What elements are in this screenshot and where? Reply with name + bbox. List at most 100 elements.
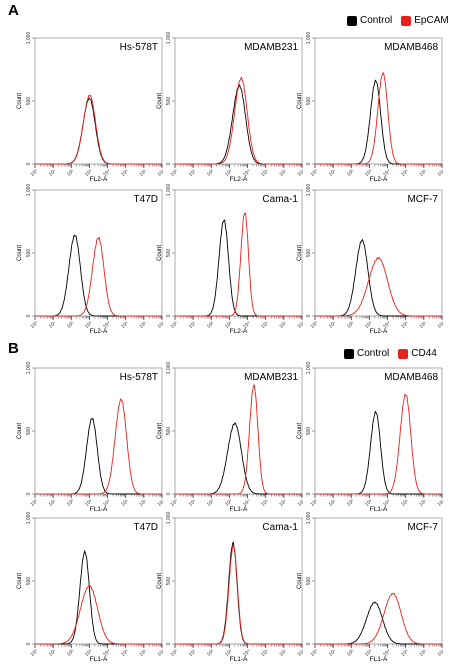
y-axis-label: Count [297,93,303,109]
y-axis-label: Count [17,93,23,109]
x-tick-label: 10² [346,168,356,177]
y-tick-label: 0 [26,642,32,645]
histogram-chart: 0 500 1,000 Count 10⁰ 10¹ 10² 10³ 10⁴ 10⁵ 10⁶ 10⁷ FL… [17,32,166,183]
x-tick-label: 10¹ [48,498,58,507]
chart-title: MDAMB231 [244,42,298,53]
y-axis-label: Count [17,245,23,261]
series-line-cd44 [315,592,442,645]
histogram-chart: 0 500 1,000 Count 10⁰ 10¹ 10² 10³ 10⁴ 10⁵ 10⁶ 10⁷ FL… [17,184,166,335]
x-tick-label: 10² [206,498,216,507]
chart-title: MDAMB468 [384,372,438,383]
x-tick-label: 10⁰ [170,321,180,330]
x-tick-label: 10¹ [328,498,338,507]
x-tick-label: 10⁰ [310,499,320,508]
x-tick-label: 10⁰ [310,649,320,658]
x-tick-label: 10⁴ [242,498,252,508]
histogram-chart: 0 500 1,000 Count 10⁰ 10¹ 10² 10³ 10⁴ 10⁵ 10⁶ 10⁷ FL… [157,512,306,663]
series-line-epcam [35,94,162,165]
y-tick-label: 0 [166,162,172,165]
legend-label-cd44: CD44 [411,348,437,359]
y-tick-label: 500 [306,577,312,586]
x-tick-label: 10⁴ [242,648,252,658]
y-tick-label: 1,000 [166,362,172,375]
x-tick-label: 10⁴ [102,498,112,508]
x-tick-label: 10⁵ [260,648,270,658]
series-line-control [315,79,442,165]
legend-label-control: Control [357,348,390,359]
series-line-control [35,234,162,317]
y-tick-label: 0 [306,492,312,495]
series-line-epcam [315,256,442,317]
x-tick-label: 10⁰ [170,649,180,658]
legend-label-control: Control [360,15,393,26]
y-axis-label: Count [17,573,23,589]
y-tick-label: 0 [166,492,172,495]
x-tick-label: 10⁷ [297,648,307,657]
x-tick-label: 10⁵ [260,498,270,508]
x-tick-label: 10⁰ [170,499,180,508]
series-line-control [175,541,302,645]
x-tick-label: 10⁷ [297,168,307,177]
x-tick-label: 10¹ [188,168,198,177]
y-axis-label: Count [157,573,163,589]
y-tick-label: 1,000 [166,184,172,197]
x-axis-label: FL1-A [370,506,388,513]
x-tick-label: 10⁷ [437,648,447,657]
x-tick-label: 10⁶ [138,168,148,177]
y-axis-label: Count [157,245,163,261]
x-tick-label: 10² [66,168,76,177]
y-tick-label: 0 [26,492,32,495]
x-axis-label: FL2-A [230,328,248,335]
x-tick-label: 10² [206,648,216,657]
x-tick-label: 10¹ [188,648,198,657]
series-line-epcam [175,76,302,165]
y-axis-label: Count [297,423,303,439]
series-line-cd44 [35,584,162,645]
y-tick-label: 500 [26,427,32,436]
histogram-chart: 0 500 1,000 Count 10⁰ 10¹ 10² 10³ 10⁴ 10⁵ 10⁶ 10⁷ FL… [297,184,446,335]
series-line-cd44 [175,384,302,495]
x-tick-label: 10⁴ [382,648,392,658]
x-tick-label: 10⁶ [138,498,148,507]
x-axis-label: FL2-A [370,176,388,183]
series-line-control [175,219,302,317]
series-line-control [315,601,442,645]
histogram-chart: 0 500 1,000 Count 10⁰ 10¹ 10² 10³ 10⁴ 10⁵ 10⁶ 10⁷ FL… [297,362,446,513]
panel-letter-a: A [8,2,19,19]
x-tick-label: 10⁵ [120,320,130,330]
x-tick-label: 10⁴ [242,320,252,330]
y-tick-label: 500 [166,249,172,258]
histogram-chart: 0 500 1,000 Count 10⁰ 10¹ 10² 10³ 10⁴ 10⁵ 10⁶ 10⁷ FL… [297,512,446,663]
plot-frame [174,189,303,317]
y-tick-label: 0 [306,314,312,317]
y-tick-label: 500 [306,249,312,258]
y-tick-label: 1,000 [26,512,32,525]
y-tick-label: 500 [166,97,172,106]
legend-label-epcam: EpCAM [414,15,449,26]
legend-b: Control CD44 [344,348,443,359]
x-tick-label: 10⁷ [297,320,307,329]
x-tick-label: 10⁰ [30,321,40,330]
y-tick-label: 1,000 [26,362,32,375]
histogram-chart: 0 500 1,000 Count 10⁰ 10¹ 10² 10³ 10⁴ 10⁵ 10⁶ 10⁷ FL… [17,512,166,663]
series-line-control [175,421,302,495]
x-tick-label: 10³ [224,498,234,507]
y-axis-label: Count [297,573,303,589]
x-tick-label: 10³ [84,168,94,177]
x-tick-label: 10³ [364,168,374,177]
x-tick-label: 10¹ [328,320,338,329]
series-line-cd44 [35,398,162,495]
x-tick-label: 10⁶ [278,648,288,657]
series-line-control [35,549,162,645]
plot-frame [314,189,443,317]
x-tick-label: 10⁷ [437,320,447,329]
y-tick-label: 0 [166,642,172,645]
y-tick-label: 500 [166,427,172,436]
legend-a: Control EpCAM [347,15,455,26]
x-axis-label: FL2-A [90,176,108,183]
series-line-control [175,84,302,165]
chart-title: MCF-7 [407,194,438,205]
x-tick-label: 10⁵ [120,498,130,508]
x-tick-label: 10⁴ [102,168,112,178]
x-tick-label: 10¹ [188,498,198,507]
